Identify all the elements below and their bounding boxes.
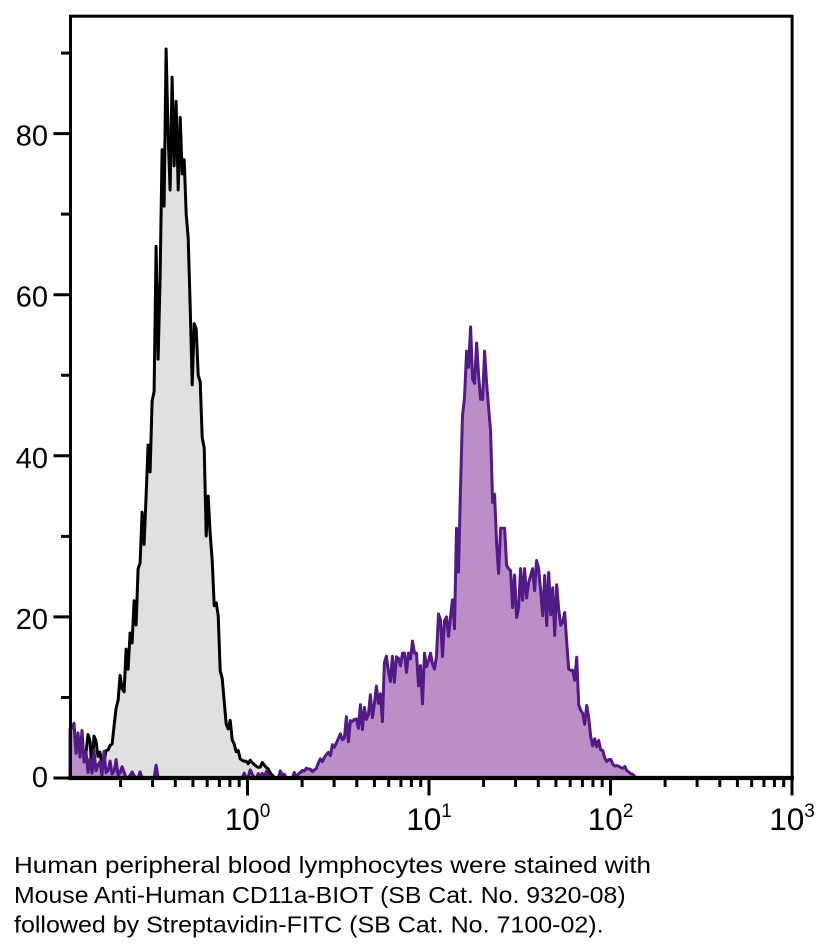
svg-text:60: 60 <box>16 282 48 314</box>
svg-text:Human peripheral blood lymphoc: Human peripheral blood lymphocytes were … <box>14 852 651 878</box>
svg-text:20: 20 <box>16 604 48 636</box>
svg-text:100: 100 <box>225 801 271 837</box>
svg-text:followed by Streptavidin-FITC: followed by Streptavidin-FITC (SB Cat. N… <box>14 911 604 937</box>
svg-text:40: 40 <box>16 443 48 475</box>
svg-text:0: 0 <box>32 762 48 794</box>
svg-text:Mouse Anti-Human CD11a-BIOT (S: Mouse Anti-Human CD11a-BIOT (SB Cat. No.… <box>14 882 626 908</box>
svg-text:80: 80 <box>16 121 48 153</box>
svg-text:103: 103 <box>769 801 815 837</box>
